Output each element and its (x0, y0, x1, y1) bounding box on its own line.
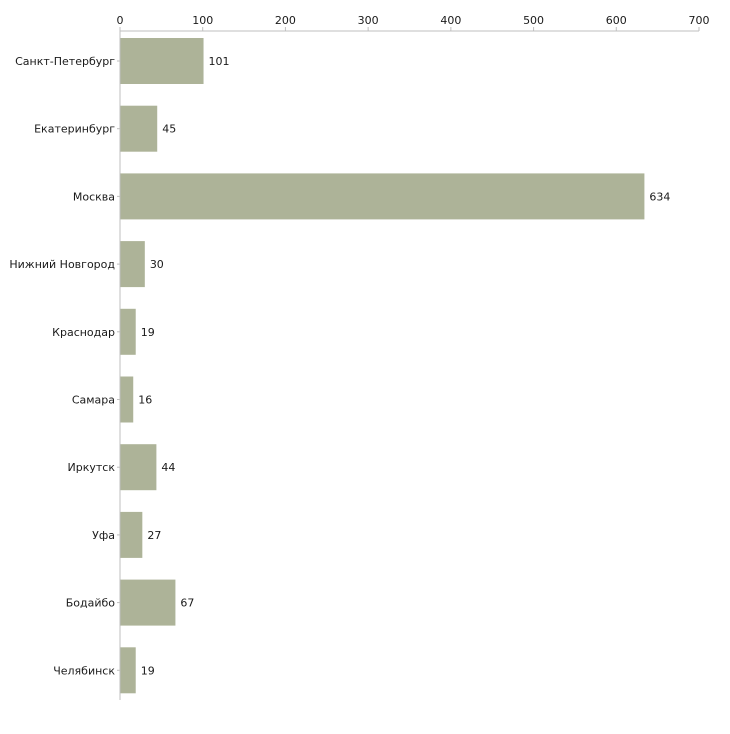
category-label: Нижний Новгород (9, 258, 115, 271)
value-label: 67 (180, 597, 194, 610)
category-label: Иркутск (68, 461, 116, 474)
value-label: 101 (209, 55, 230, 68)
x-tick-label: 200 (275, 14, 296, 27)
x-tick-label: 300 (358, 14, 379, 27)
x-tick-label: 500 (523, 14, 544, 27)
value-label: 27 (147, 529, 161, 542)
category-label: Челябинск (53, 664, 115, 677)
category-label: Санкт-Петербург (15, 55, 115, 68)
category-label: Екатеринбург (34, 123, 115, 136)
labels-layer: Санкт-Петербург 101 Екатеринбург 45 Москва 63… (9, 55, 670, 677)
value-label: 44 (161, 461, 175, 474)
value-label: 30 (150, 258, 164, 271)
bar (120, 38, 204, 84)
category-label: Бодайбо (66, 597, 116, 610)
x-tick-label: 400 (440, 14, 461, 27)
x-tick-label: 100 (192, 14, 213, 27)
category-label: Краснодар (52, 326, 115, 339)
value-label: 19 (141, 664, 155, 677)
value-label: 16 (138, 394, 152, 407)
value-label: 19 (141, 326, 155, 339)
axis-layer: 0 100 200 300 400 500 600 700 (117, 14, 710, 700)
bar (120, 105, 158, 152)
bar (120, 579, 176, 626)
value-label: 634 (649, 190, 670, 203)
bar (120, 376, 134, 423)
x-tick-label: 700 (689, 14, 710, 27)
bar (120, 511, 143, 558)
bar (120, 444, 157, 491)
category-label: Москва (73, 190, 115, 203)
bar (120, 647, 136, 694)
value-label: 45 (162, 123, 176, 136)
bar (120, 241, 145, 288)
x-tick-label: 0 (117, 14, 124, 27)
bar (120, 308, 136, 355)
category-label: Уфа (92, 529, 115, 542)
category-label: Самара (72, 394, 115, 407)
bar (120, 173, 645, 220)
bars-layer (120, 38, 645, 694)
x-tick-label: 600 (606, 14, 627, 27)
